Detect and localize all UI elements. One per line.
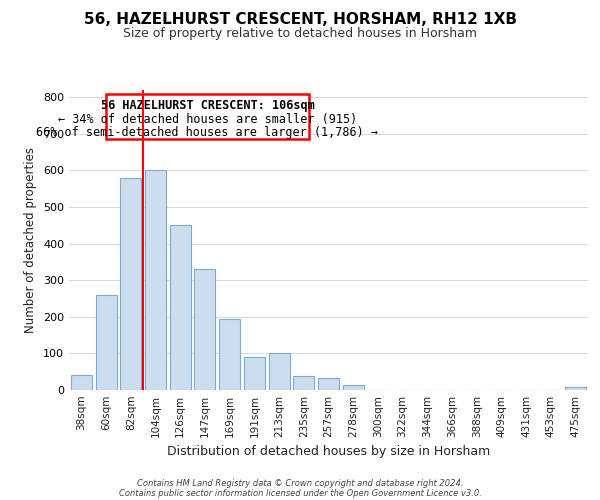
Bar — [244, 357, 265, 390]
Bar — [293, 376, 314, 390]
Bar — [565, 387, 586, 390]
Text: ← 34% of detached houses are smaller (915): ← 34% of detached houses are smaller (91… — [58, 112, 357, 126]
Text: 56 HAZELHURST CRESCENT: 106sqm: 56 HAZELHURST CRESCENT: 106sqm — [101, 99, 314, 112]
Text: Contains public sector information licensed under the Open Government Licence v3: Contains public sector information licen… — [119, 488, 481, 498]
Bar — [219, 318, 240, 390]
Bar — [170, 226, 191, 390]
X-axis label: Distribution of detached houses by size in Horsham: Distribution of detached houses by size … — [167, 446, 490, 458]
Y-axis label: Number of detached properties: Number of detached properties — [25, 147, 37, 333]
Text: 66% of semi-detached houses are larger (1,786) →: 66% of semi-detached houses are larger (… — [37, 126, 379, 139]
Text: Contains HM Land Registry data © Crown copyright and database right 2024.: Contains HM Land Registry data © Crown c… — [137, 478, 463, 488]
Bar — [145, 170, 166, 390]
Bar — [318, 378, 339, 390]
FancyBboxPatch shape — [106, 94, 309, 140]
Text: 56, HAZELHURST CRESCENT, HORSHAM, RH12 1XB: 56, HAZELHURST CRESCENT, HORSHAM, RH12 1… — [83, 12, 517, 28]
Bar — [269, 354, 290, 390]
Bar — [194, 270, 215, 390]
Bar — [120, 178, 141, 390]
Text: Size of property relative to detached houses in Horsham: Size of property relative to detached ho… — [123, 28, 477, 40]
Bar — [95, 295, 116, 390]
Bar — [71, 376, 92, 390]
Bar — [343, 385, 364, 390]
